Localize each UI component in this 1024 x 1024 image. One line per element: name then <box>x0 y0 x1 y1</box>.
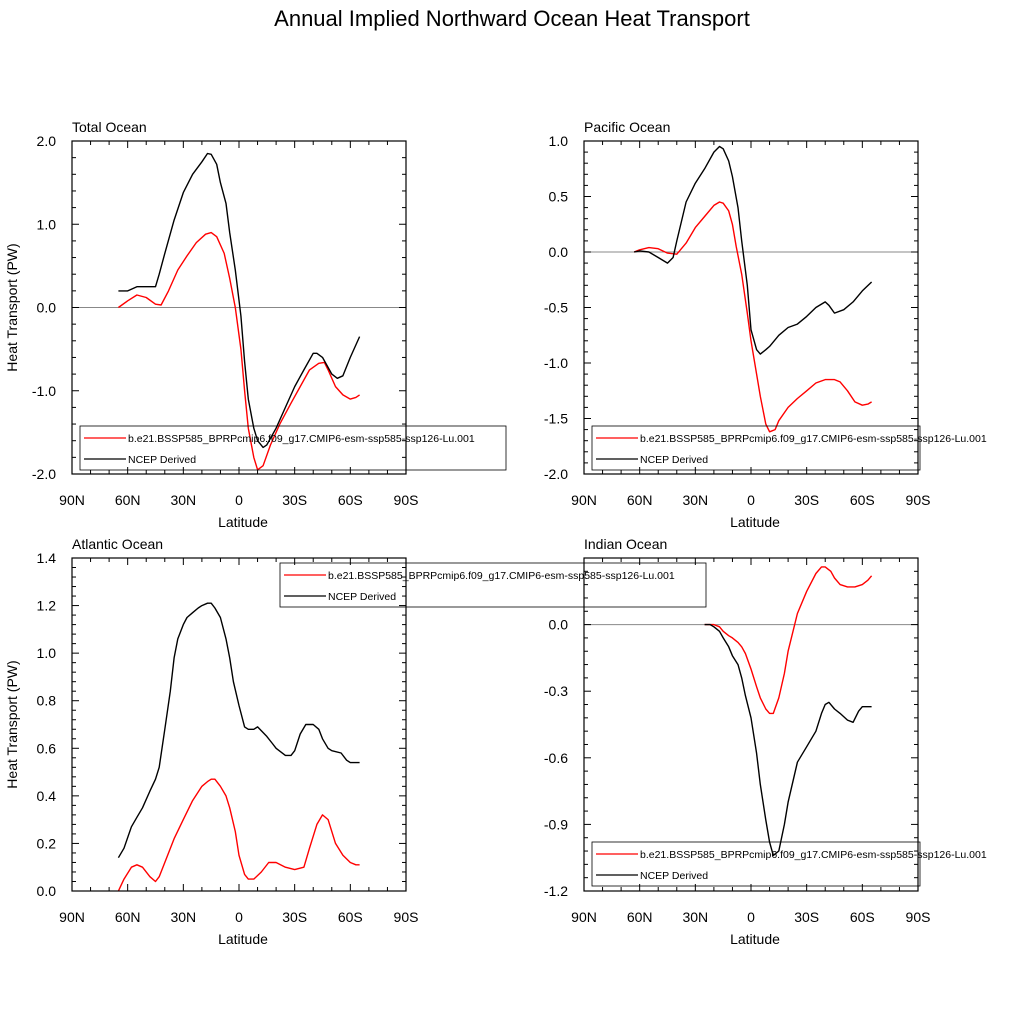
figure-title: Annual Implied Northward Ocean Heat Tran… <box>274 6 750 31</box>
legend-box <box>591 425 921 471</box>
legend-label: NCEP Derived <box>640 454 708 466</box>
x-axis-label: Latitude <box>730 514 780 530</box>
series-line-ncep <box>633 145 873 355</box>
y-tick-label: -1.0 <box>544 355 568 371</box>
x-tick-label: 30S <box>794 492 819 508</box>
x-tick-label: 60S <box>850 909 875 925</box>
plot-frame <box>583 557 919 892</box>
y-tick-label: 1.0 <box>549 133 569 149</box>
x-tick-label: 0 <box>747 492 755 508</box>
y-tick-label: -1.5 <box>544 411 568 427</box>
series-line-ncep <box>117 602 360 859</box>
panel-title: Total Ocean <box>72 119 147 135</box>
y-tick-label: 0.6 <box>37 740 57 756</box>
x-tick-label: 0 <box>235 492 243 508</box>
x-tick-label: 90S <box>394 492 419 508</box>
panel-atlantic-ocean: 90N 60N 30N 0 30S 60S 90S 0.0 0.2 0.4 0.6 0.8 1.0 1.2… <box>4 536 707 947</box>
y-tick-label: 1.4 <box>37 550 57 566</box>
x-tick-label: 90N <box>571 909 597 925</box>
x-tick-label: 30N <box>170 909 196 925</box>
x-tick-label: 60S <box>338 909 363 925</box>
x-tick-label: 30N <box>170 492 196 508</box>
x-tick-label: 60N <box>115 492 141 508</box>
panel-total-ocean: 90N 60N 30N 0 30S 60S 90S -2.0 -1.0 0.0 1.0 2.0 Tota… <box>4 119 507 530</box>
legend: b.e21.BSSP585_BPRPcmip6.f09_g17.CMIP6-es… <box>79 425 507 471</box>
y-tick-label: 0.2 <box>37 835 57 851</box>
x-tick-label: 30N <box>682 909 708 925</box>
x-tick-label: 60N <box>627 492 653 508</box>
x-tick-label: 60N <box>627 909 653 925</box>
y-tick-label: -0.5 <box>544 300 568 316</box>
panel-title: Indian Ocean <box>584 536 667 552</box>
x-tick-label: 90N <box>59 492 85 508</box>
x-tick-label: 0 <box>747 909 755 925</box>
y-tick-label: 1.2 <box>37 598 57 614</box>
y-tick-label: 0.4 <box>37 788 57 804</box>
x-tick-label: 90S <box>394 909 419 925</box>
series-line-model <box>117 778 360 892</box>
y-tick-label: 0.0 <box>37 883 57 899</box>
series-line-model <box>633 201 872 433</box>
x-tick-label: 90N <box>59 909 85 925</box>
x-axis-label: Latitude <box>730 931 780 947</box>
y-tick-label: 0.0 <box>37 300 57 316</box>
y-tick-label: -1.0 <box>32 383 56 399</box>
legend-box <box>79 425 507 471</box>
x-tick-label: 60S <box>850 492 875 508</box>
panel-title: Pacific Ocean <box>584 119 670 135</box>
legend-box <box>279 562 707 608</box>
y-tick-label: 0.5 <box>549 189 569 205</box>
x-tick-label: 90S <box>906 909 931 925</box>
y-tick-label: -2.0 <box>544 466 568 482</box>
legend: b.e21.BSSP585_BPRPcmip6.f09_g17.CMIP6-es… <box>279 562 707 608</box>
panel-indian-ocean: 90N 60N 30N 0 30S 60S 90S -1.2 -0.9 -0.6 -0.3 0.0 In… <box>544 536 987 947</box>
y-tick-label: 0.0 <box>549 617 569 633</box>
x-tick-label: 90N <box>571 492 597 508</box>
x-tick-label: 0 <box>235 909 243 925</box>
x-tick-label: 30S <box>282 492 307 508</box>
x-tick-label: 30S <box>794 909 819 925</box>
x-tick-label: 60S <box>338 492 363 508</box>
legend-label: b.e21.BSSP585_BPRPcmip6.f09_g17.CMIP6-es… <box>640 849 987 861</box>
legend-label: b.e21.BSSP585_BPRPcmip6.f09_g17.CMIP6-es… <box>328 570 675 582</box>
legend-box <box>591 841 921 887</box>
y-tick-label: 1.0 <box>37 645 57 661</box>
panel-title: Atlantic Ocean <box>72 536 163 552</box>
y-tick-label: 2.0 <box>37 133 57 149</box>
y-axis-label: Heat Transport (PW) <box>4 660 20 788</box>
plot-frame <box>583 140 919 475</box>
y-tick-label: -0.6 <box>544 750 568 766</box>
y-tick-label: -1.2 <box>544 883 568 899</box>
legend-label: b.e21.BSSP585_BPRPcmip6.f09_g17.CMIP6-es… <box>640 433 987 445</box>
y-tick-label: 0.0 <box>549 244 569 260</box>
y-axis-label: Heat Transport (PW) <box>4 243 20 371</box>
y-tick-label: -0.9 <box>544 816 568 832</box>
series-line-model <box>704 566 873 715</box>
series-line-model <box>117 231 360 471</box>
y-tick-label: -2.0 <box>32 466 56 482</box>
legend-label: NCEP Derived <box>128 454 196 466</box>
legend-label: NCEP Derived <box>640 870 708 882</box>
y-tick-label: 0.8 <box>37 693 57 709</box>
panel-pacific-ocean: 90N 60N 30N 0 30S 60S 90S -2.0 -1.5 -1.0 -0.5 0.0 0.… <box>544 119 987 530</box>
plot-frame <box>71 557 407 892</box>
x-axis-label: Latitude <box>218 931 268 947</box>
x-axis-label: Latitude <box>218 514 268 530</box>
legend: b.e21.BSSP585_BPRPcmip6.f09_g17.CMIP6-es… <box>591 425 987 471</box>
legend: b.e21.BSSP585_BPRPcmip6.f09_g17.CMIP6-es… <box>591 841 987 887</box>
x-tick-label: 30N <box>682 492 708 508</box>
series-line-ncep <box>118 152 361 449</box>
legend-label: NCEP Derived <box>328 591 396 603</box>
series-line-ncep <box>704 623 872 857</box>
x-tick-label: 90S <box>906 492 931 508</box>
x-tick-label: 30S <box>282 909 307 925</box>
x-tick-label: 60N <box>115 909 141 925</box>
y-tick-label: 1.0 <box>37 216 57 232</box>
y-tick-label: -0.3 <box>544 683 568 699</box>
legend-label: b.e21.BSSP585_BPRPcmip6.f09_g17.CMIP6-es… <box>128 433 475 445</box>
